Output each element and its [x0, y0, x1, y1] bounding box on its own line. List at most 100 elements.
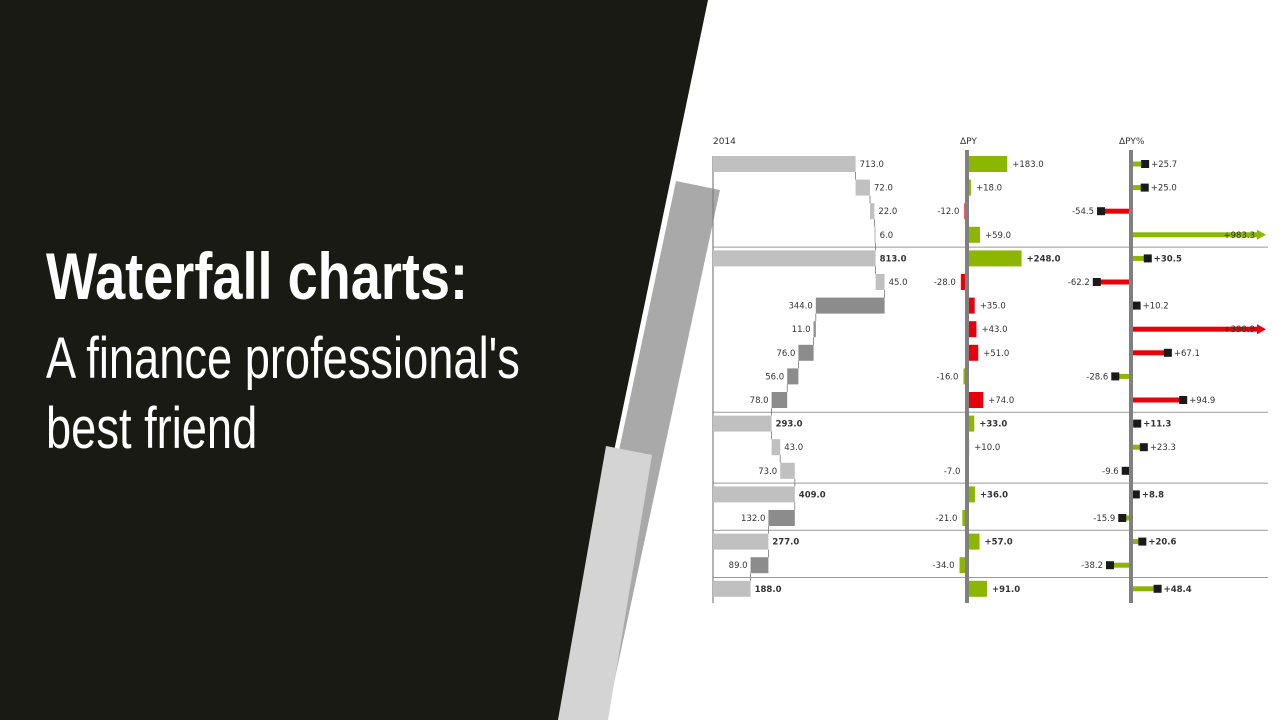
waterfall-value-label: 73.0 [758, 467, 777, 477]
waterfall-bar [771, 439, 781, 456]
delta-py-axis [965, 150, 969, 603]
delta-py-bar [967, 392, 984, 408]
delta-py-percent-marker [1141, 160, 1150, 168]
delta-py-percent-label: +30.5 [1154, 254, 1182, 264]
delta-py-percent-marker [1143, 254, 1152, 263]
delta-py-bar [967, 250, 1022, 267]
column-header-2014: 2014 [713, 137, 736, 147]
delta-py-percent-pin [1131, 350, 1168, 356]
waterfall-bar [787, 368, 799, 385]
delta-py-percent-label: +25.0 [1151, 184, 1177, 194]
delta-py-percent-pin [1131, 161, 1146, 167]
delta-py-label: -34.0 [933, 561, 955, 571]
waterfall-value-label: 43.0 [784, 443, 803, 453]
delta-py-label: +59.0 [985, 231, 1011, 241]
delta-py-percent-label: +67.1 [1174, 349, 1200, 359]
delta-py-percent-label: +23.3 [1150, 443, 1176, 453]
delta-py-percent-column: +25.7 +25.0 -54.5 +983.3 +30.5 -62.2 +10.2 +390… [1068, 150, 1266, 603]
delta-py-label: +57.0 [985, 538, 1013, 548]
delta-py-percent-label: +11.3 [1143, 420, 1171, 430]
delta-py-bar [960, 274, 967, 290]
waterfall-bar [813, 321, 816, 338]
delta-py-percent-pin [1131, 185, 1145, 191]
waterfall-bar [771, 392, 788, 408]
delta-py-percent-label: +983.3 [1224, 231, 1255, 241]
delta-py-percent-pin [1122, 515, 1131, 521]
overflow-arrow-marker [1257, 229, 1266, 240]
delta-py-label: +183.0 [1012, 160, 1043, 170]
waterfall-value-label: 188.0 [755, 585, 782, 595]
row-separators [713, 246, 1268, 578]
delta-py-percent-marker [1097, 207, 1106, 216]
delta-py-label: +248.0 [1027, 254, 1061, 264]
delta-py-percent-label: +20.6 [1148, 538, 1176, 548]
delta-py-percent-label: +48.4 [1164, 585, 1192, 595]
waterfall-value-label: 45.0 [889, 278, 908, 288]
delta-py-percent-pin [1131, 326, 1257, 332]
delta-py-percent-pin [1131, 232, 1257, 238]
waterfall-value-label: 11.0 [792, 325, 811, 335]
delta-py-bar [967, 226, 980, 243]
title-block: Waterfall charts: A finance professional… [46, 238, 654, 464]
delta-py-percent-marker [1092, 278, 1101, 286]
delta-py-label: +51.0 [983, 349, 1009, 359]
delta-py-percent-pin [1115, 373, 1131, 379]
waterfall-value-label: 409.0 [799, 490, 826, 500]
waterfall-value-label: 78.0 [750, 396, 769, 406]
waterfall-value-label: 76.0 [776, 349, 795, 359]
waterfall-bar [874, 226, 876, 243]
waterfall-bar [713, 486, 795, 503]
delta-py-percent-axis [1129, 150, 1133, 603]
delta-py-label: -12.0 [937, 207, 959, 217]
gray-stripe-light [558, 446, 652, 720]
waterfall-column: 713.0 72.0 22.0 6.0 813.0 45.0 344.0 11.0 76.0 56… [712, 156, 908, 603]
delta-py-percent-marker [1132, 301, 1141, 310]
delta-py-bar [967, 321, 977, 338]
delta-py-label: -16.0 [936, 372, 958, 382]
delta-py-bar [967, 580, 988, 597]
delta-py-percent-label: -54.5 [1072, 207, 1094, 217]
waterfall-value-label: 22.0 [878, 207, 897, 217]
delta-py-label: +35.0 [980, 302, 1006, 312]
delta-py-percent-label: -62.2 [1068, 278, 1090, 288]
delta-py-percent-marker [1153, 584, 1162, 593]
page-subtitle: A finance professional's best friend [46, 324, 520, 464]
delta-py-label: +33.0 [979, 420, 1007, 430]
column-header-delta-py-percent: ΔPY% [1119, 137, 1145, 147]
delta-py-percent-marker [1121, 466, 1130, 475]
delta-py-percent-label: +8.8 [1142, 490, 1164, 500]
dark-title-panel [0, 0, 708, 720]
delta-py-bar [967, 344, 979, 361]
delta-py-label: -28.0 [934, 278, 956, 288]
delta-py-label: -21.0 [935, 514, 957, 524]
delta-py-percent-label: -38.2 [1081, 561, 1103, 571]
waterfall-bar [713, 156, 856, 172]
delta-py-label: +91.0 [992, 585, 1020, 595]
delta-py-percent-marker [1139, 443, 1148, 452]
delta-py-percent-pin [1096, 279, 1131, 285]
waterfall-bar [875, 274, 885, 290]
delta-py-label: +43.0 [981, 325, 1007, 335]
waterfall-bar [713, 533, 769, 550]
delta-py-percent-marker [1163, 348, 1172, 357]
subtitle-line-2: best friend [46, 396, 258, 461]
delta-py-percent-marker [1179, 396, 1188, 404]
delta-py-percent-label: +25.7 [1151, 160, 1177, 170]
waterfall-value-label: 89.0 [729, 561, 748, 571]
waterfall-bar [855, 179, 870, 196]
delta-py-percent-pin [1131, 397, 1184, 403]
delta-py-percent-label: -9.6 [1102, 467, 1119, 477]
delta-py-percent-marker [1140, 183, 1149, 192]
delta-py-bar [967, 297, 975, 314]
waterfall-bar [750, 557, 769, 574]
waterfall-value-label: 293.0 [776, 420, 803, 430]
waterfall-bar [713, 580, 751, 597]
waterfall-bar [798, 344, 814, 361]
delta-py-bar [959, 557, 967, 574]
waterfall-value-label: 132.0 [741, 514, 765, 524]
delta-py-label: +18.0 [976, 184, 1002, 194]
delta-py-percent-pin [1131, 255, 1148, 261]
delta-py-percent-pin [1131, 444, 1144, 450]
waterfall-value-label: 6.0 [880, 231, 894, 241]
